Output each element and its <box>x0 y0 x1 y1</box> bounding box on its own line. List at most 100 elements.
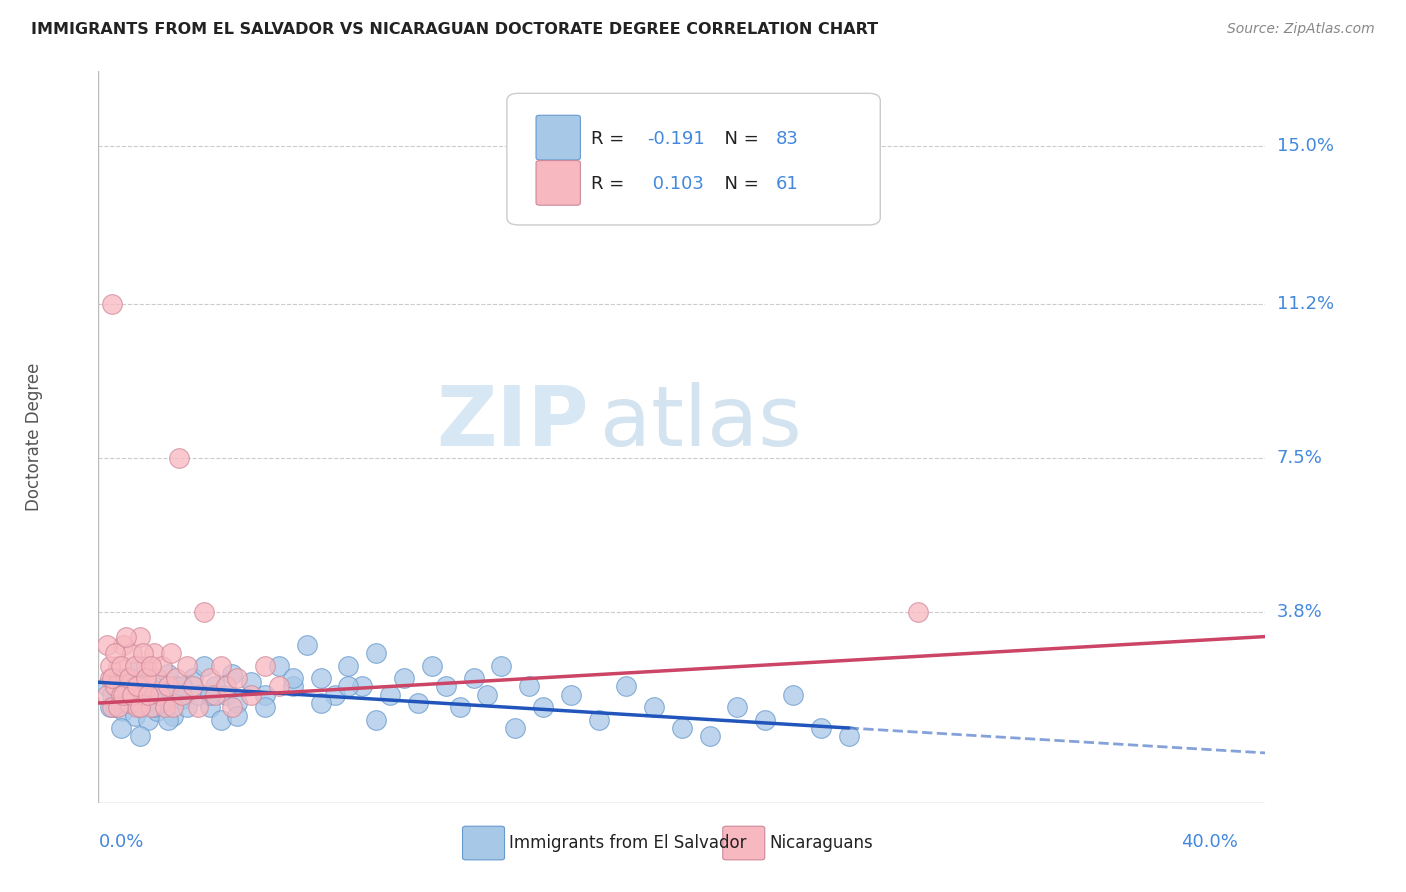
Point <box>309 696 332 710</box>
Text: 61: 61 <box>775 175 799 193</box>
Point <box>907 605 929 619</box>
Point <box>156 680 179 694</box>
Point <box>138 680 160 694</box>
Point <box>240 675 263 690</box>
Point <box>215 688 238 702</box>
Point <box>143 646 166 660</box>
Text: 7.5%: 7.5% <box>1277 449 1323 467</box>
Point <box>115 671 138 685</box>
Point <box>221 667 243 681</box>
Point <box>101 688 124 702</box>
Point <box>107 700 129 714</box>
Point <box>156 713 179 727</box>
Point <box>281 680 304 694</box>
Point <box>146 671 169 685</box>
Point <box>118 671 141 685</box>
Text: 15.0%: 15.0% <box>1277 137 1333 155</box>
Point <box>112 688 135 702</box>
Point <box>150 696 173 710</box>
Point <box>107 671 129 685</box>
Point <box>143 700 166 714</box>
Point <box>193 605 215 619</box>
Point <box>124 680 146 694</box>
Text: N =: N = <box>713 129 765 148</box>
Text: N =: N = <box>713 175 765 193</box>
Point <box>226 708 249 723</box>
Point <box>121 675 143 690</box>
Point <box>104 646 127 660</box>
Point <box>754 713 776 727</box>
Point <box>101 297 124 311</box>
FancyBboxPatch shape <box>536 161 581 205</box>
Point <box>101 700 124 714</box>
Point <box>198 671 221 685</box>
Point <box>96 638 118 652</box>
Point <box>121 646 143 660</box>
Point <box>187 688 209 702</box>
Point <box>254 658 277 673</box>
Point <box>104 680 127 694</box>
Point <box>198 688 221 702</box>
Point <box>167 450 190 465</box>
Text: 11.2%: 11.2% <box>1277 295 1334 313</box>
Point <box>98 671 121 685</box>
Point <box>560 688 582 702</box>
Point <box>146 705 169 719</box>
Point <box>110 688 132 702</box>
Point <box>135 680 157 694</box>
FancyBboxPatch shape <box>723 826 765 860</box>
Point <box>209 713 232 727</box>
Point <box>531 700 554 714</box>
Point <box>138 713 160 727</box>
Point <box>159 688 181 702</box>
Point <box>782 688 804 702</box>
Point <box>176 658 198 673</box>
Point <box>352 680 374 694</box>
Point <box>215 680 238 694</box>
Text: -0.191: -0.191 <box>647 129 704 148</box>
FancyBboxPatch shape <box>463 826 505 860</box>
Point <box>699 729 721 743</box>
Point <box>295 638 318 652</box>
Point <box>204 688 226 702</box>
Point <box>98 658 121 673</box>
Point <box>127 680 149 694</box>
Text: 3.8%: 3.8% <box>1277 603 1322 621</box>
Point <box>112 705 135 719</box>
Point <box>187 700 209 714</box>
Point <box>503 721 526 735</box>
Point <box>226 696 249 710</box>
Text: R =: R = <box>591 129 630 148</box>
Point <box>96 680 118 694</box>
Point <box>337 658 360 673</box>
Point <box>132 688 155 702</box>
Point <box>193 658 215 673</box>
Point <box>162 708 184 723</box>
Point <box>156 667 179 681</box>
Point <box>121 688 143 702</box>
Point <box>221 700 243 714</box>
Point <box>118 696 141 710</box>
Point <box>135 671 157 685</box>
Point <box>204 680 226 694</box>
Text: R =: R = <box>591 175 630 193</box>
Text: atlas: atlas <box>600 382 801 463</box>
Point <box>170 692 193 706</box>
Point <box>671 721 693 735</box>
Point <box>267 658 290 673</box>
Point <box>463 671 485 685</box>
Text: IMMIGRANTS FROM EL SALVADOR VS NICARAGUAN DOCTORATE DEGREE CORRELATION CHART: IMMIGRANTS FROM EL SALVADOR VS NICARAGUA… <box>31 22 879 37</box>
Point <box>392 671 415 685</box>
Point <box>101 671 124 685</box>
Point <box>240 688 263 702</box>
Point <box>198 700 221 714</box>
Point <box>127 700 149 714</box>
FancyBboxPatch shape <box>508 94 880 225</box>
Point <box>141 692 163 706</box>
Text: Source: ZipAtlas.com: Source: ZipAtlas.com <box>1227 22 1375 37</box>
Point <box>614 680 637 694</box>
Point <box>588 713 610 727</box>
Point <box>112 638 135 652</box>
Point <box>165 680 187 694</box>
Text: Doctorate Degree: Doctorate Degree <box>25 363 44 511</box>
